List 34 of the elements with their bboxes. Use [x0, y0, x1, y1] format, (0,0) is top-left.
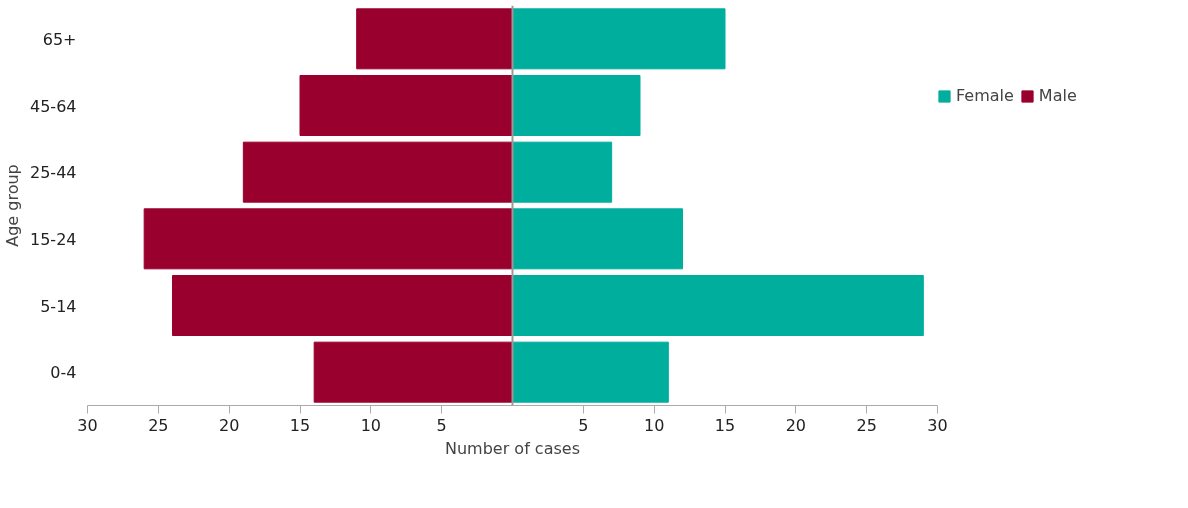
bar [313, 341, 513, 403]
x-tick-label: 20 [218, 415, 240, 435]
x-tick-label: 15 [714, 415, 736, 435]
bar [172, 275, 513, 336]
x-tick-label: 10 [643, 415, 665, 435]
bar [512, 141, 613, 203]
y-axis-title: Age group [3, 164, 23, 247]
x-tick-label: 10 [360, 415, 382, 435]
y-tick-label: 65+ [42, 29, 77, 49]
x-tick-label: 25 [148, 415, 169, 435]
bar [242, 141, 513, 203]
legend-label: Female [956, 86, 1014, 105]
bar [512, 341, 669, 403]
x-tick-label: 30 [77, 415, 98, 435]
x-tick-label: 30 [927, 415, 948, 435]
x-tick-label: 25 [856, 415, 877, 435]
bar [299, 75, 513, 136]
y-tick-label: 25-44 [30, 163, 77, 183]
y-tick-label: 45-64 [30, 96, 77, 116]
bar [143, 208, 513, 270]
y-tick-label: 5-14 [40, 296, 77, 316]
x-axis-title: Number of cases [445, 438, 580, 458]
bar [512, 75, 641, 136]
bar [512, 8, 726, 70]
bar [512, 275, 924, 336]
x-tick-label: 5 [436, 415, 447, 435]
y-tick-label: 0-4 [50, 363, 77, 383]
y-tick-label: 15-24 [30, 229, 77, 249]
bar [512, 208, 683, 270]
x-tick-label: 20 [785, 415, 807, 435]
x-tick-label: 15 [289, 415, 311, 435]
bar [356, 8, 513, 70]
x-tick-label: 5 [578, 415, 589, 435]
legend-label: Male [1038, 86, 1077, 105]
